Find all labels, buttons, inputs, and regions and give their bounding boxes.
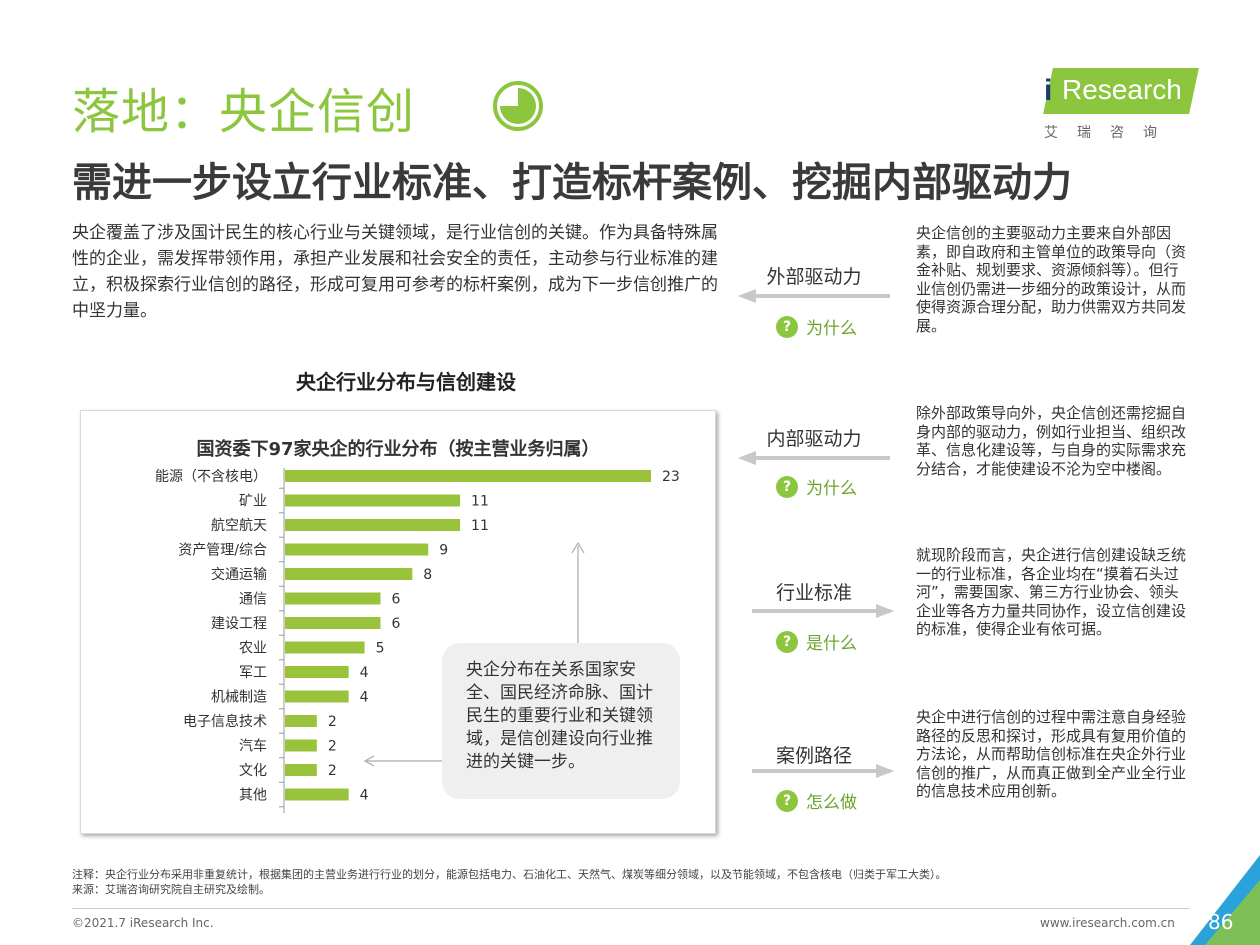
- source-note: 来源：艾瑞咨询研究院自主研究及绘制。: [72, 883, 270, 896]
- category-label: 电子信息技术: [183, 713, 267, 730]
- annotation-arrowhead-up: [571, 541, 585, 554]
- bar-value-label: 6: [391, 592, 400, 608]
- bar-value-label: 4: [360, 788, 369, 804]
- driver-text-case: 央企中进行信创的过程中需注意自身经验路径的反思和探讨，形成具有复用价值的方法论，…: [916, 708, 1187, 801]
- page-title: 落地：央企信创: [72, 84, 416, 140]
- chart-note-bubble: 央企分布在关系国家安全、国民经济命脉、国计民生的重要行业和关键领域，是信创建设向…: [442, 643, 680, 799]
- category-label: 文化: [239, 763, 267, 779]
- category-label: 军工: [239, 665, 267, 681]
- bar-value-label: 2: [328, 714, 337, 730]
- logo-chinese-name: 艾瑞咨询: [1044, 125, 1176, 141]
- bar-value-label: 2: [328, 739, 337, 755]
- arrow-left-icon: [738, 289, 756, 303]
- driver-arrow-shaft: [752, 456, 890, 460]
- pie-chart-icon: [493, 81, 543, 131]
- bar: [285, 666, 349, 678]
- driver-label-case: 案例路径: [775, 745, 852, 767]
- category-label: 通信: [239, 592, 267, 608]
- page-subtitle: 需进一步设立行业标准、打造标杆案例、挖掘内部驱动力: [72, 160, 1072, 206]
- category-label: 能源（不含核电）: [155, 469, 267, 485]
- driver-text-internal: 除外部政策导向外，央企信创还需挖掘自身内部的驱动力，例如行业担当、组织改革、信息…: [916, 404, 1187, 478]
- category-label: 交通运输: [211, 566, 267, 583]
- page-corner-decoration: [1190, 855, 1260, 945]
- question-icon: ?: [776, 315, 798, 338]
- category-label: 汽车: [239, 738, 267, 755]
- driver-arrow-shaft: [752, 609, 890, 613]
- question-row-case: ? 怎么做: [776, 788, 857, 813]
- page-number: 86: [1208, 910, 1234, 934]
- bar-value-label: 9: [439, 543, 448, 559]
- driver-text-external: 央企信创的主要驱动力主要来自外部因素，即自政府和主管单位的政策导向（资金补贴、规…: [916, 224, 1187, 335]
- logo-brand: Research: [1062, 74, 1182, 105]
- bar: [285, 543, 429, 556]
- question-icon: ?: [776, 475, 798, 498]
- question-text: 为什么: [806, 319, 857, 339]
- question-row-standard: ? 是什么: [776, 629, 857, 654]
- footnote: 注释：央企行业分布采用非重复统计，根据集团的主营业务进行行业的划分，能源包括电力…: [72, 868, 947, 881]
- category-label: 资产管理/综合: [178, 543, 267, 559]
- category-label: 建设工程: [211, 616, 267, 632]
- category-label: 农业: [239, 641, 267, 657]
- bar-value-label: 23: [662, 469, 680, 485]
- question-text: 怎么做: [806, 793, 857, 813]
- question-text: 为什么: [806, 479, 857, 499]
- driver-text-standard: 就现阶段而言，央企进行信创建设缺乏统一的行业标准，各企业均在“摸着石头过河”，需…: [916, 546, 1187, 639]
- bar-value-label: 11: [471, 494, 489, 510]
- bar-value-label: 2: [328, 763, 337, 779]
- bar-value-label: 6: [391, 616, 400, 632]
- category-label: 矿业: [239, 494, 267, 510]
- question-row-external: ? 为什么: [776, 314, 857, 339]
- chart-title: 国资委下97家央企的行业分布（按主营业务归属）: [196, 439, 600, 460]
- chart-section-title: 央企行业分布与信创建设: [296, 370, 516, 394]
- bar: [285, 568, 413, 580]
- bar: [285, 788, 349, 801]
- question-row-internal: ? 为什么: [776, 474, 857, 499]
- website-link[interactable]: www.iresearch.com.cn: [1040, 916, 1175, 930]
- arrow-right-icon: [876, 764, 894, 778]
- chart-panel: 国资委下97家央企的行业分布（按主营业务归属） 能源（不含核电） 23 矿业 11 航空…: [80, 410, 716, 834]
- bar-value-label: 4: [360, 690, 369, 706]
- driver-arrow-shaft: [752, 769, 890, 773]
- bar: [285, 764, 317, 776]
- bar-value-label: 5: [376, 641, 385, 657]
- bar: [285, 592, 381, 605]
- logo-i: i: [1044, 74, 1053, 107]
- question-icon: ?: [776, 789, 798, 812]
- bar-chart: 能源（不含核电） 23 矿业 11 航空航天 11 资产管理/综合 9 交通运输 8 通信 6 建设工程…: [155, 468, 680, 813]
- bar: [285, 470, 651, 482]
- bar: [285, 641, 365, 654]
- intro-paragraph: 央企覆盖了涉及国计民生的核心行业与关键领域，是行业信创的关键。作为具备特殊属性的…: [72, 223, 718, 321]
- copyright: ©2021.7 iResearch Inc.: [72, 916, 214, 930]
- bar-value-label: 11: [471, 518, 489, 534]
- question-text: 是什么: [806, 634, 857, 654]
- bar-value-label: 4: [360, 665, 369, 681]
- bar: [285, 690, 349, 703]
- arrow-right-icon: [876, 604, 894, 618]
- driver-arrow-shaft: [752, 294, 890, 298]
- category-label: 其他: [239, 788, 267, 804]
- footer-divider: [72, 908, 1190, 909]
- bar: [285, 715, 317, 727]
- category-label: 机械制造: [211, 690, 267, 706]
- bar: [285, 739, 317, 752]
- iresearch-logo: i Research 艾瑞咨询: [1038, 66, 1199, 146]
- category-label: 航空航天: [211, 518, 267, 534]
- annotation-arrowhead-left: [363, 755, 375, 767]
- bar-value-label: 8: [423, 567, 432, 583]
- bar: [285, 617, 381, 629]
- arrow-left-icon: [738, 451, 756, 465]
- driver-label-standard: 行业标准: [775, 582, 852, 604]
- bar: [285, 519, 461, 531]
- driver-label-external: 外部驱动力: [766, 266, 862, 288]
- driver-label-internal: 内部驱动力: [766, 428, 862, 450]
- bar: [285, 494, 461, 507]
- question-icon: ?: [776, 630, 798, 653]
